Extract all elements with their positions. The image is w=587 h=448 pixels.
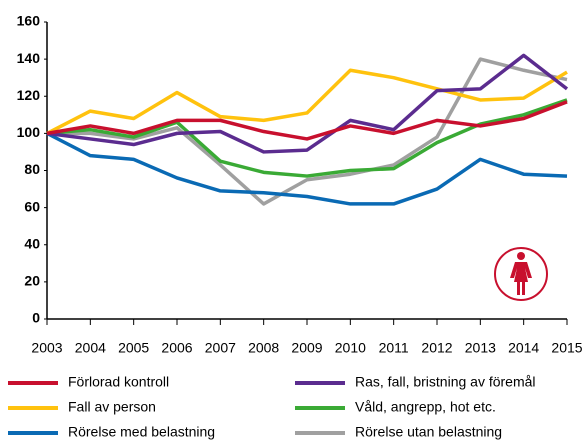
y-tick-label: 60	[24, 198, 40, 214]
legend-label: Rörelse med belastning	[68, 424, 215, 440]
series-line	[47, 57, 568, 206]
series-line	[46, 68, 568, 135]
y-tick-label: 120	[17, 87, 41, 103]
legend-label: Fall av person	[68, 399, 156, 415]
x-tick-label: 2013	[465, 340, 496, 356]
y-tick-label: 140	[17, 50, 41, 66]
legend-label: Rörelse utan belastning	[355, 424, 502, 440]
x-tick-label: 2004	[75, 340, 106, 356]
x-tick-label: 2010	[335, 340, 366, 356]
y-tick-label: 100	[17, 124, 41, 140]
woman-icon	[494, 247, 548, 301]
y-tick-label: 80	[24, 161, 40, 177]
x-tick-label: 2008	[248, 340, 279, 356]
legend-label: Våld, angrepp, hot etc.	[355, 399, 496, 415]
series-line	[46, 53, 569, 154]
x-tick-label: 2011	[379, 340, 409, 356]
y-tick-label: 0	[32, 310, 40, 326]
y-tick-label: 20	[24, 273, 40, 289]
x-tick-label: 2007	[205, 340, 236, 356]
series-line	[46, 98, 568, 178]
legend-label: Ras, fall, bristning av föremål	[355, 374, 536, 390]
series-line	[46, 100, 568, 141]
x-tick-label: 2005	[118, 340, 149, 356]
y-tick-label: 160	[17, 13, 41, 29]
y-tick-label: 40	[24, 235, 40, 251]
x-tick-label: 2003	[31, 340, 62, 356]
x-tick-label: 2009	[291, 340, 322, 356]
x-tick-label: 2014	[508, 340, 539, 356]
x-tick-label: 2012	[421, 340, 452, 356]
legend-label: Förlorad kontroll	[68, 374, 169, 390]
x-tick-label: 2006	[161, 340, 192, 356]
series-line	[46, 131, 568, 206]
x-tick-label: 2015	[551, 340, 582, 356]
